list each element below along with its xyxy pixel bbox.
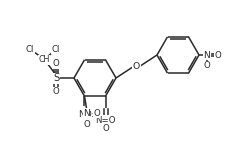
Text: Cl: Cl: [52, 44, 60, 53]
Text: O: O: [215, 51, 221, 60]
Text: NO₂: NO₂: [78, 110, 95, 119]
Text: N: N: [204, 51, 210, 60]
Text: CH: CH: [38, 55, 50, 64]
Text: N: N: [83, 109, 90, 118]
Text: O: O: [53, 88, 59, 97]
Text: Cl: Cl: [26, 44, 34, 53]
Text: O: O: [102, 124, 109, 133]
Text: O: O: [93, 109, 100, 118]
Text: O: O: [133, 62, 140, 71]
Text: N=O: N=O: [95, 116, 116, 125]
Text: O: O: [53, 60, 59, 69]
Text: O: O: [204, 62, 210, 71]
Text: S: S: [53, 73, 59, 83]
Text: O: O: [83, 120, 90, 129]
